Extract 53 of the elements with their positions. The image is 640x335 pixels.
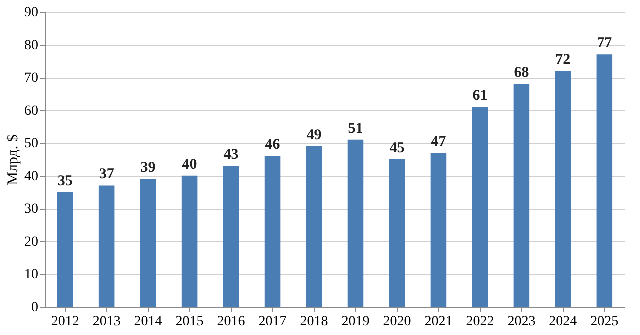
bar — [348, 140, 364, 307]
y-tick-label: 0 — [32, 300, 38, 316]
data-label: 77 — [597, 36, 613, 52]
x-tick-label: 2013 — [92, 314, 121, 330]
bar — [264, 156, 281, 307]
x-tick-label: 2016 — [217, 314, 246, 330]
x-tick-label: 2014 — [134, 314, 162, 330]
bar — [514, 84, 530, 307]
data-label: 37 — [99, 166, 115, 183]
x-tick-label: 2012 — [51, 314, 80, 330]
x-tick-label: 2023 — [508, 314, 536, 330]
data-label: 61 — [472, 88, 488, 104]
bar — [596, 54, 613, 307]
y-tick-label: 80 — [24, 38, 38, 54]
x-tick-label: 2025 — [590, 314, 619, 330]
data-label: 35 — [58, 173, 73, 190]
data-label: 68 — [514, 65, 530, 82]
bar — [140, 179, 156, 307]
data-label: 47 — [431, 134, 447, 150]
data-label: 45 — [390, 140, 405, 156]
y-tick-label: 20 — [24, 234, 38, 250]
x-tick-label: 2018 — [300, 314, 328, 330]
y-tick-label: 70 — [24, 71, 38, 86]
x-tick-label: 2019 — [342, 314, 370, 330]
y-tick-label: 60 — [24, 104, 38, 119]
y-tick-label: 10 — [24, 268, 38, 283]
bar — [57, 192, 74, 307]
bar — [306, 146, 322, 307]
bar — [182, 176, 198, 307]
data-label: 39 — [140, 160, 156, 176]
y-tick-label: 90 — [24, 6, 38, 20]
bar — [389, 160, 406, 307]
data-label: 72 — [556, 52, 571, 68]
bar — [223, 166, 240, 307]
data-label: 43 — [224, 147, 239, 164]
x-tick-label: 2017 — [258, 314, 287, 330]
bar — [555, 71, 572, 307]
x-tick-label: 2021 — [424, 314, 453, 330]
x-tick-label: 2020 — [383, 314, 412, 330]
y-axis-title: Млрд. $ — [6, 134, 22, 186]
bar — [430, 152, 447, 307]
bar — [472, 107, 488, 307]
data-label: 49 — [306, 127, 322, 144]
y-tick-label: 40 — [24, 169, 38, 184]
y-tick-label: 50 — [24, 136, 38, 152]
x-tick-label: 2015 — [176, 314, 204, 330]
data-label: 40 — [182, 156, 198, 173]
x-tick-label: 2024 — [549, 314, 578, 330]
x-tick-label: 2022 — [466, 314, 494, 330]
data-label: 51 — [348, 120, 364, 137]
y-tick-label: 30 — [24, 202, 38, 218]
data-label: 46 — [265, 137, 281, 154]
bar — [98, 186, 115, 307]
